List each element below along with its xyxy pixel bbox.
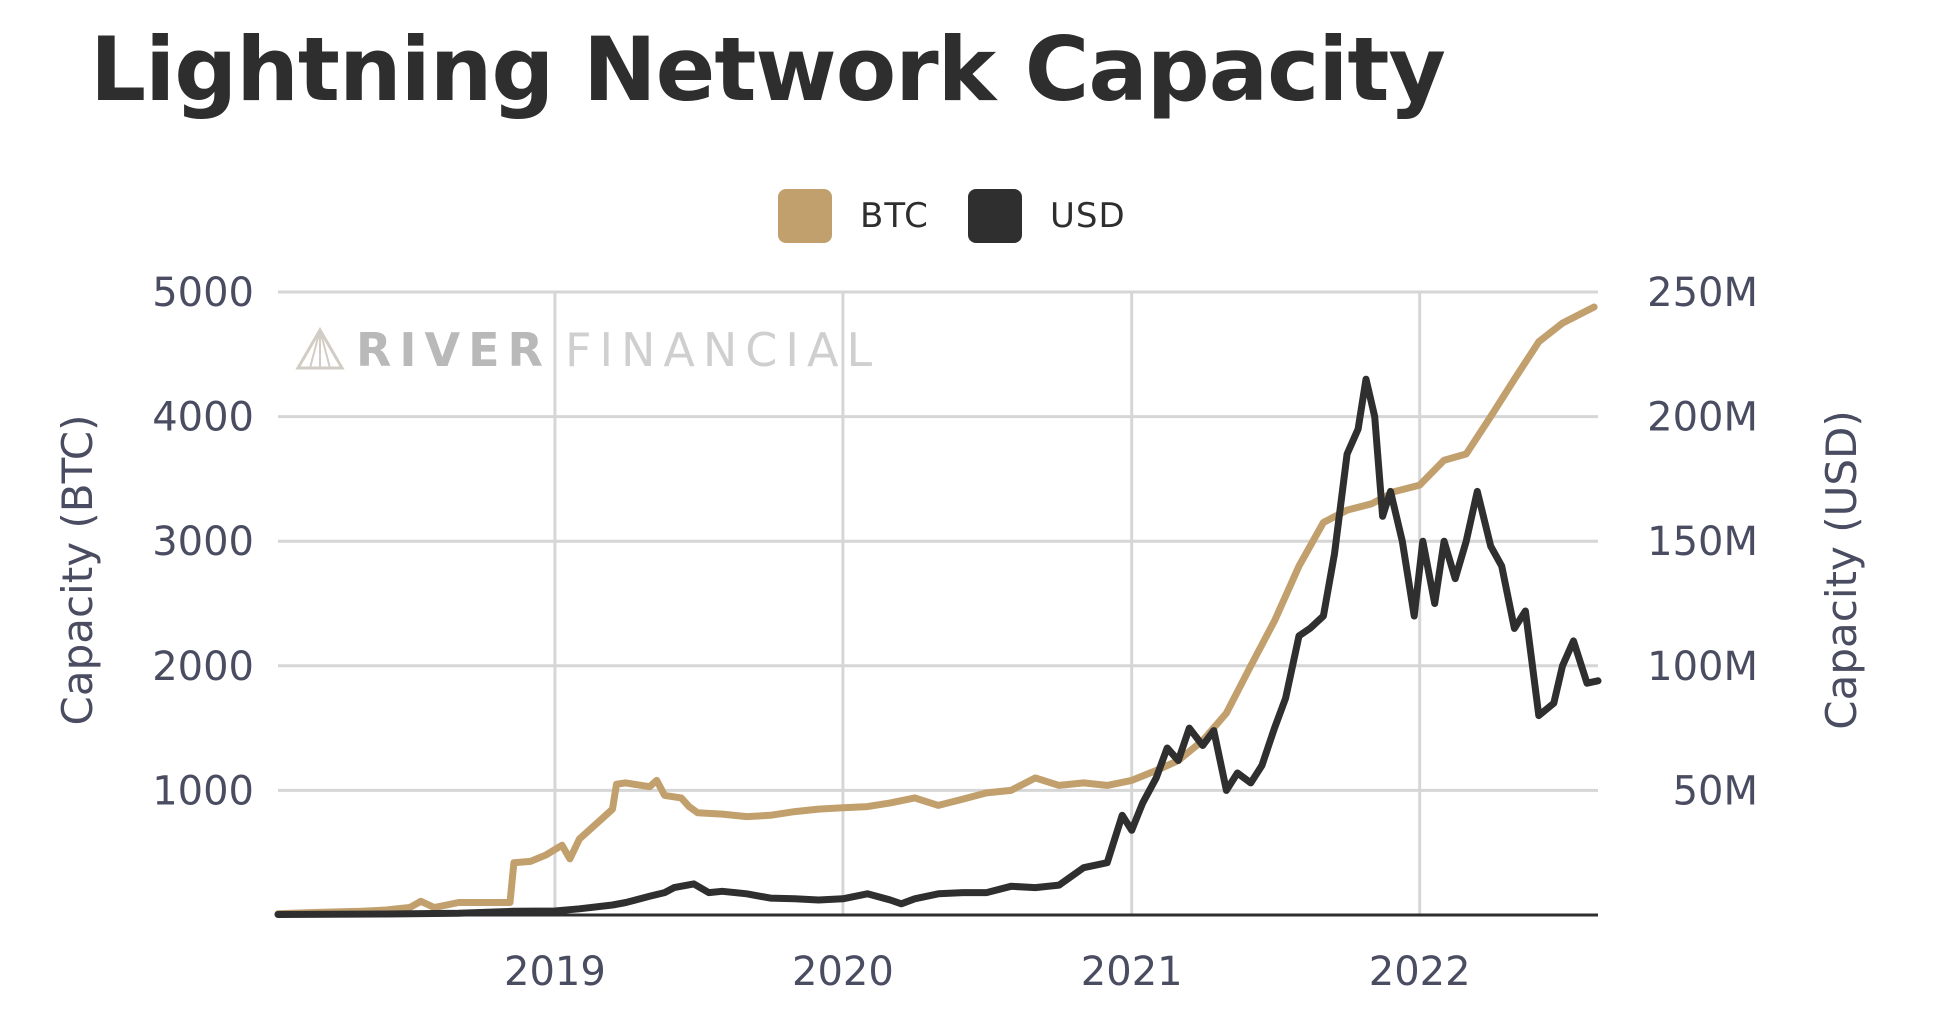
- y-axis-left-title: Capacity (BTC): [53, 414, 102, 725]
- legend-item-usd[interactable]: USD: [968, 186, 1126, 246]
- y-axis-right-ticks: 50M 100M 150M 200M 250M: [1647, 270, 1758, 814]
- x-tick-label: 2019: [504, 949, 606, 995]
- y-left-tick-label: 3000: [152, 519, 254, 565]
- legend-label-usd: USD: [1050, 196, 1126, 236]
- chart-title: Lightning Network Capacity: [90, 18, 1446, 121]
- x-axis-ticks: 2019 2020 2021 2022: [504, 949, 1471, 995]
- y-left-tick-label: 4000: [152, 395, 254, 441]
- legend-swatch-usd: [968, 189, 1022, 243]
- watermark: RIVER FINANCIAL: [295, 323, 880, 377]
- series-layer: [274, 303, 1602, 918]
- y-left-tick-label: 2000: [152, 644, 254, 690]
- y-right-tick-label: 200M: [1647, 395, 1758, 441]
- y-right-tick-label: 100M: [1647, 644, 1758, 690]
- y-right-tick-label: 250M: [1647, 270, 1758, 316]
- legend-item-btc[interactable]: BTC: [778, 186, 929, 246]
- y-axis-right-title: Capacity (USD): [1817, 410, 1866, 729]
- y-left-tick-label: 1000: [152, 768, 254, 814]
- y-axis-left-ticks: 1000 2000 3000 4000 5000: [152, 270, 254, 814]
- watermark-text: RIVER FINANCIAL: [356, 323, 880, 377]
- y-left-tick-label: 5000: [152, 270, 254, 316]
- watermark-light: FINANCIAL: [565, 323, 880, 377]
- x-tick-label: 2020: [792, 949, 894, 995]
- x-tick-label: 2021: [1081, 949, 1183, 995]
- series-line-usd: [274, 375, 1602, 918]
- watermark-bold: RIVER: [356, 323, 551, 377]
- x-tick-label: 2022: [1369, 949, 1471, 995]
- legend-swatch-btc: [778, 189, 832, 243]
- legend: BTC USD: [0, 186, 1934, 246]
- watermark-logo-icon: [295, 327, 345, 370]
- series-line-btc: [274, 303, 1598, 918]
- y-right-tick-label: 50M: [1673, 768, 1758, 814]
- y-right-tick-label: 150M: [1647, 519, 1758, 565]
- legend-label-btc: BTC: [860, 196, 929, 236]
- grid: [278, 290, 1598, 915]
